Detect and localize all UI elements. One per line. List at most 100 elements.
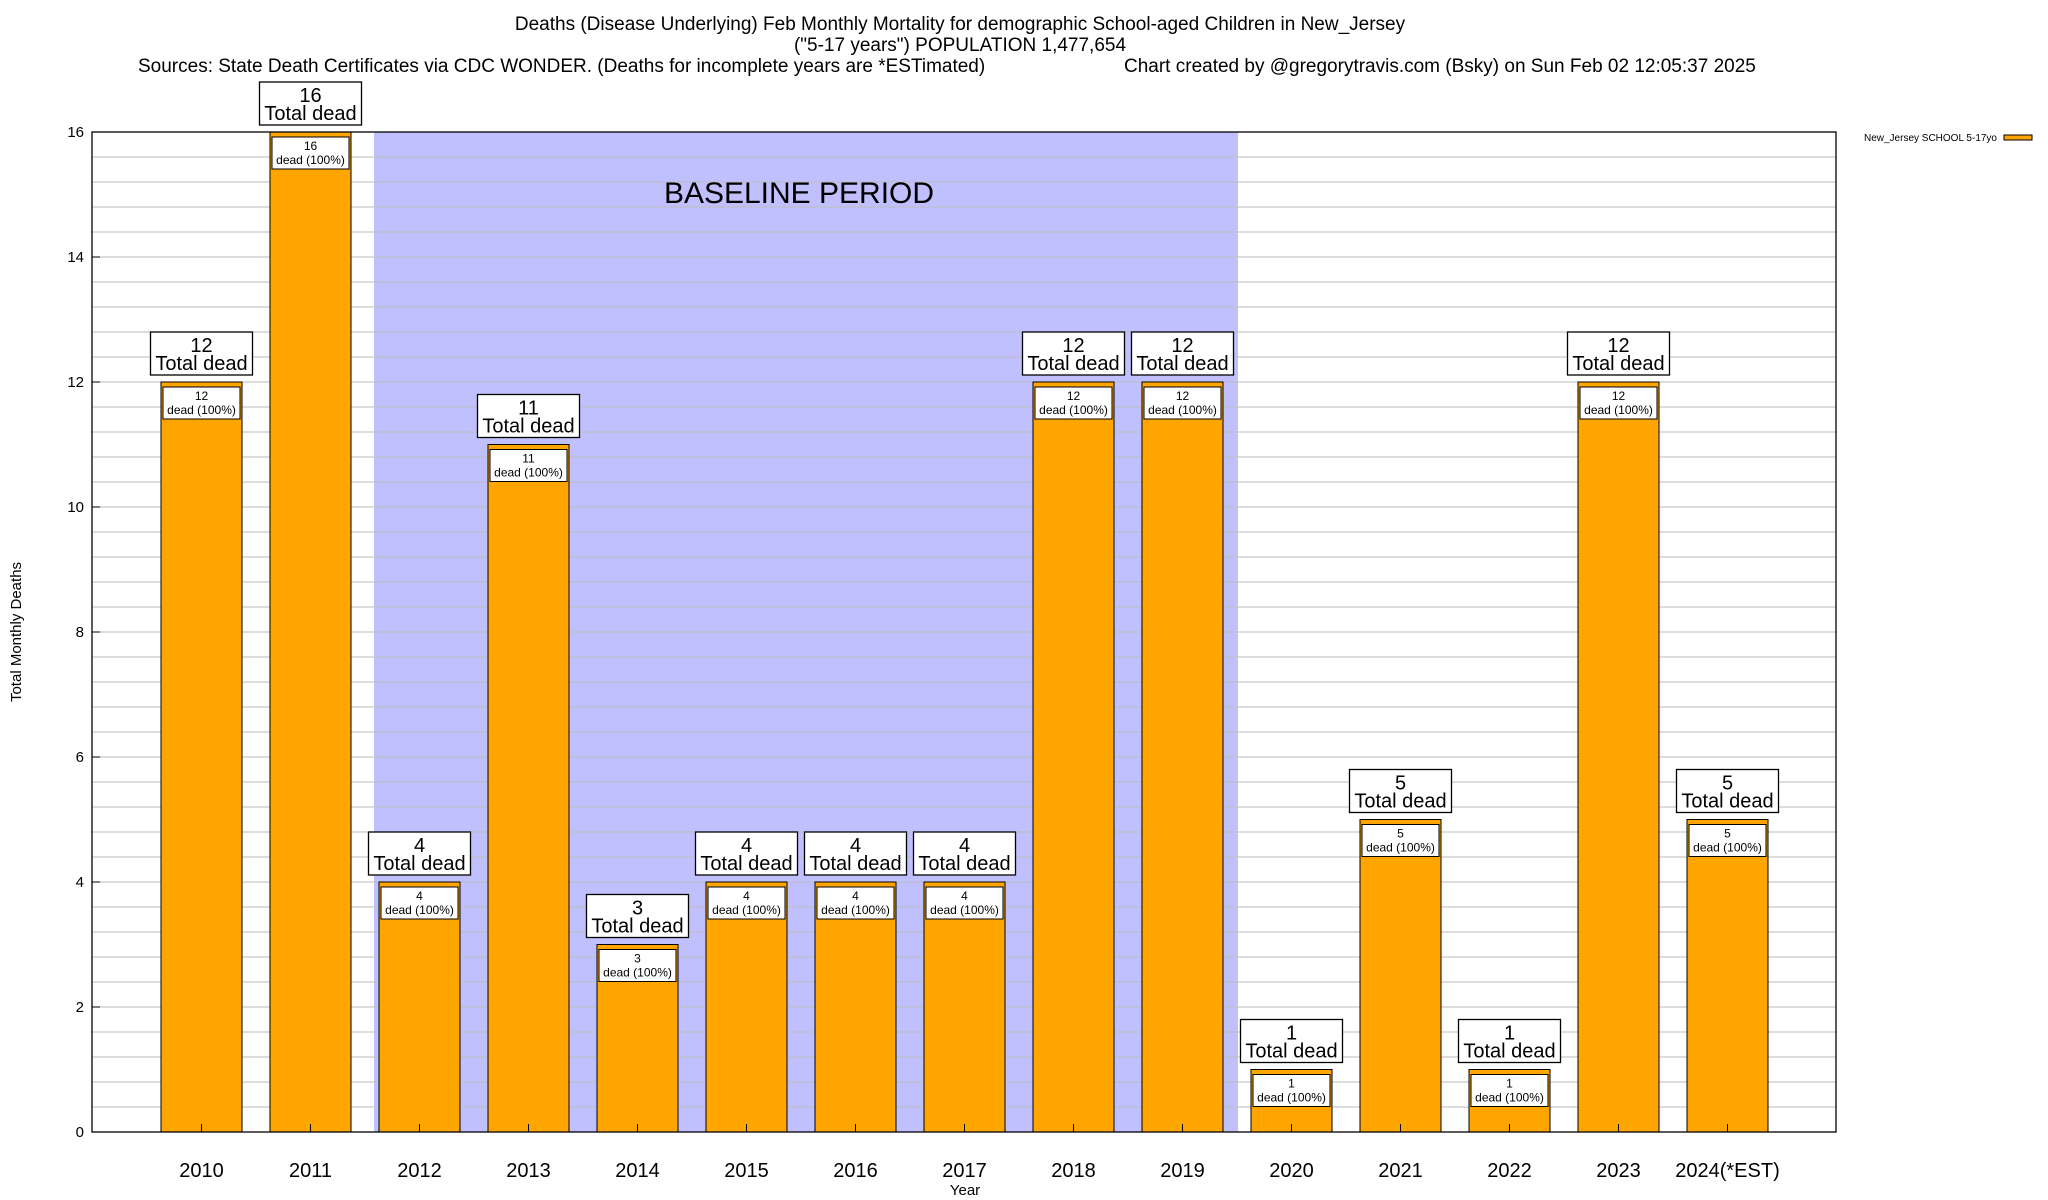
total-value-label: 5 (1722, 773, 1733, 795)
total-dead-label: Total dead (373, 853, 465, 875)
segment-percent-label: dead (100%) (1039, 403, 1108, 417)
total-label-box (1021, 331, 1126, 376)
segment-percent-label: dead (100%) (385, 903, 454, 917)
y-tick-label: 0 (76, 1124, 84, 1141)
bar-2010 (160, 381, 243, 1133)
bar-2016 (814, 881, 897, 1133)
segment-label-box (816, 886, 895, 920)
total-dead-label: Total dead (482, 416, 574, 438)
segment-label-box (1579, 386, 1658, 420)
x-tick-label: 2023 (1596, 1160, 1641, 1182)
bar-2011 (269, 131, 352, 1133)
total-value-label: 12 (1062, 335, 1084, 357)
total-label-box (585, 893, 690, 939)
segment-value-label: 4 (743, 889, 750, 903)
segment-percent-label: dead (100%) (1475, 1091, 1544, 1105)
baseline-period-label: BASELINE PERIOD (664, 177, 934, 210)
total-value-label: 4 (741, 835, 752, 857)
x-tick-label: 2014 (615, 1160, 660, 1182)
total-label-box (1239, 1018, 1344, 1064)
bar-2013 (487, 444, 570, 1133)
total-dead-label: Total dead (1354, 791, 1446, 813)
total-value-label: 1 (1286, 1023, 1297, 1045)
total-dead-label: Total dead (155, 353, 247, 375)
segment-percent-label: dead (100%) (821, 903, 890, 917)
total-dead-label: Total dead (1463, 1041, 1555, 1063)
segment-value-label: 1 (1288, 1077, 1295, 1091)
x-tick-label: 2010 (179, 1160, 224, 1182)
x-tick-label: 2020 (1269, 1160, 1314, 1182)
y-tick-label: 6 (76, 749, 84, 766)
x-tick-label: 2016 (833, 1160, 878, 1182)
segment-value-label: 3 (634, 952, 641, 966)
chart-credit: Chart created by @gregorytravis.com (Bsk… (1124, 56, 1756, 77)
segment-value-label: 12 (195, 389, 209, 403)
segment-percent-label: dead (100%) (712, 903, 781, 917)
bar-2021 (1359, 819, 1442, 1133)
y-tick-label: 12 (67, 374, 84, 391)
total-dead-label: Total dead (1027, 353, 1119, 375)
segment-label-box (598, 949, 677, 982)
segment-label-box (162, 386, 241, 420)
total-dead-label: Total dead (1245, 1041, 1337, 1063)
bar-2017 (923, 881, 1006, 1133)
x-tick-label: 2013 (506, 1160, 551, 1182)
total-dead-label: Total dead (1681, 791, 1773, 813)
total-label-box (1566, 331, 1671, 376)
segment-label-box (1034, 386, 1113, 420)
segment-label-box (271, 136, 350, 170)
segment-value-label: 12 (1067, 389, 1081, 403)
total-value-label: 1 (1504, 1023, 1515, 1045)
x-axis-label: Year (950, 1182, 980, 1199)
segment-value-label: 1 (1506, 1077, 1513, 1091)
segment-label-box (1470, 1074, 1549, 1107)
total-dead-label: Total dead (700, 853, 792, 875)
segment-value-label: 12 (1612, 389, 1626, 403)
x-tick-label: 2018 (1051, 1160, 1096, 1182)
segment-percent-label: dead (100%) (167, 403, 236, 417)
x-tick-label: 2024(*EST) (1675, 1160, 1780, 1182)
segment-percent-label: dead (100%) (494, 466, 563, 480)
bar-2012 (378, 881, 461, 1133)
segment-value-label: 4 (852, 889, 859, 903)
total-value-label: 12 (1171, 335, 1193, 357)
y-tick-label: 10 (67, 499, 84, 516)
total-value-label: 4 (414, 835, 425, 857)
x-tick-label: 2022 (1487, 1160, 1532, 1182)
segment-label-box (1252, 1074, 1331, 1107)
segment-label-box (489, 449, 568, 482)
chart-title-line-1: Deaths (Disease Underlying) Feb Monthly … (515, 14, 1406, 35)
total-value-label: 5 (1395, 773, 1406, 795)
total-label-box (1675, 768, 1780, 814)
total-label-box (149, 331, 254, 376)
segment-value-label: 5 (1724, 827, 1731, 841)
chart-title-line-2: ("5-17 years") POPULATION 1,477,654 (794, 35, 1126, 56)
segment-value-label: 4 (416, 889, 423, 903)
total-label-box (694, 831, 799, 876)
total-label-box (1348, 768, 1453, 814)
segment-percent-label: dead (100%) (1257, 1091, 1326, 1105)
segment-label-box (1688, 824, 1767, 857)
total-dead-label: Total dead (1136, 353, 1228, 375)
total-label-box (367, 831, 472, 876)
total-label-box (912, 831, 1017, 876)
total-dead-label: Total dead (809, 853, 901, 875)
total-label-box (1457, 1018, 1562, 1064)
legend-label: New_Jersey SCHOOL 5-17yo (1864, 133, 1997, 144)
total-value-label: 4 (959, 835, 970, 857)
y-tick-label: 8 (76, 624, 84, 641)
total-value-label: 4 (850, 835, 861, 857)
segment-percent-label: dead (100%) (930, 903, 999, 917)
y-tick-label: 4 (76, 874, 84, 891)
segment-value-label: 4 (961, 889, 968, 903)
bar-2019 (1141, 381, 1224, 1133)
y-tick-label: 14 (67, 249, 84, 266)
bar-2018 (1032, 381, 1115, 1133)
total-value-label: 16 (299, 85, 321, 107)
total-dead-label: Total dead (591, 916, 683, 938)
total-label-box (476, 393, 581, 439)
y-tick-label: 2 (76, 999, 84, 1016)
legend-swatch (2003, 134, 2033, 141)
segment-percent-label: dead (100%) (1148, 403, 1217, 417)
